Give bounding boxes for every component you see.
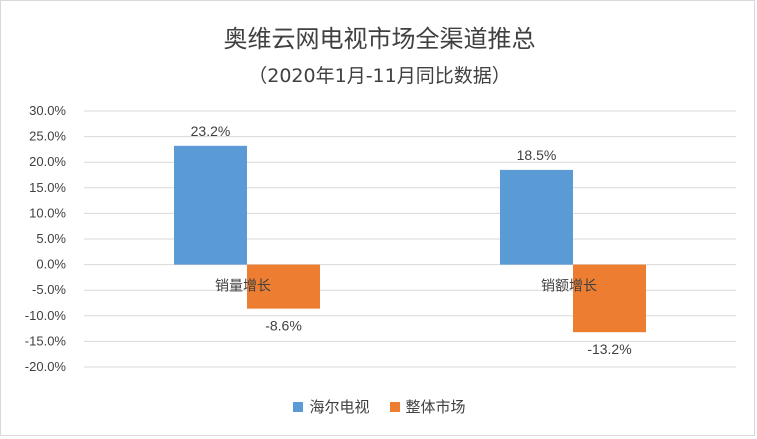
y-tick-label: -20.0% bbox=[25, 359, 67, 374]
category-label: 销额增长 bbox=[541, 279, 597, 295]
y-tick-label: -15.0% bbox=[25, 333, 67, 348]
y-tick-label: 0.0% bbox=[36, 257, 66, 272]
data-label: 18.5% bbox=[517, 147, 557, 163]
legend-label-series-1: 海尔电视 bbox=[309, 398, 370, 416]
bar-series-2 bbox=[573, 264, 646, 333]
bar-series-2 bbox=[247, 264, 320, 309]
category-label: 销量增长 bbox=[215, 279, 271, 295]
bar-series-1 bbox=[500, 169, 573, 265]
chart-subtitle: （2020年1月-11月同比数据） bbox=[248, 65, 511, 87]
bar-series-1 bbox=[174, 145, 247, 265]
y-tick-label: 5.0% bbox=[36, 231, 66, 246]
chart-title: 奥维云网电视市场全渠道推总 bbox=[223, 25, 536, 53]
legend-item-series-1: 海尔电视 bbox=[293, 396, 370, 417]
data-label: -13.2% bbox=[587, 341, 631, 357]
legend-swatch-series-2 bbox=[389, 401, 400, 412]
y-tick-label: 20.0% bbox=[29, 154, 66, 169]
legend-item-series-2: 整体市场 bbox=[389, 396, 466, 417]
y-tick-label: 10.0% bbox=[29, 205, 66, 220]
y-tick-label: -10.0% bbox=[25, 308, 67, 323]
y-tick-label: -5.0% bbox=[32, 282, 66, 297]
data-label: -8.6% bbox=[265, 318, 302, 334]
y-tick-label: 15.0% bbox=[29, 180, 66, 195]
y-tick-label: 25.0% bbox=[29, 129, 66, 144]
legend-swatch-series-1 bbox=[293, 401, 304, 412]
y-tick-label: 30.0% bbox=[29, 103, 66, 118]
legend: 海尔电视 整体市场 bbox=[1, 396, 757, 417]
data-label: 23.2% bbox=[191, 123, 231, 139]
legend-label-series-2: 整体市场 bbox=[405, 398, 466, 416]
